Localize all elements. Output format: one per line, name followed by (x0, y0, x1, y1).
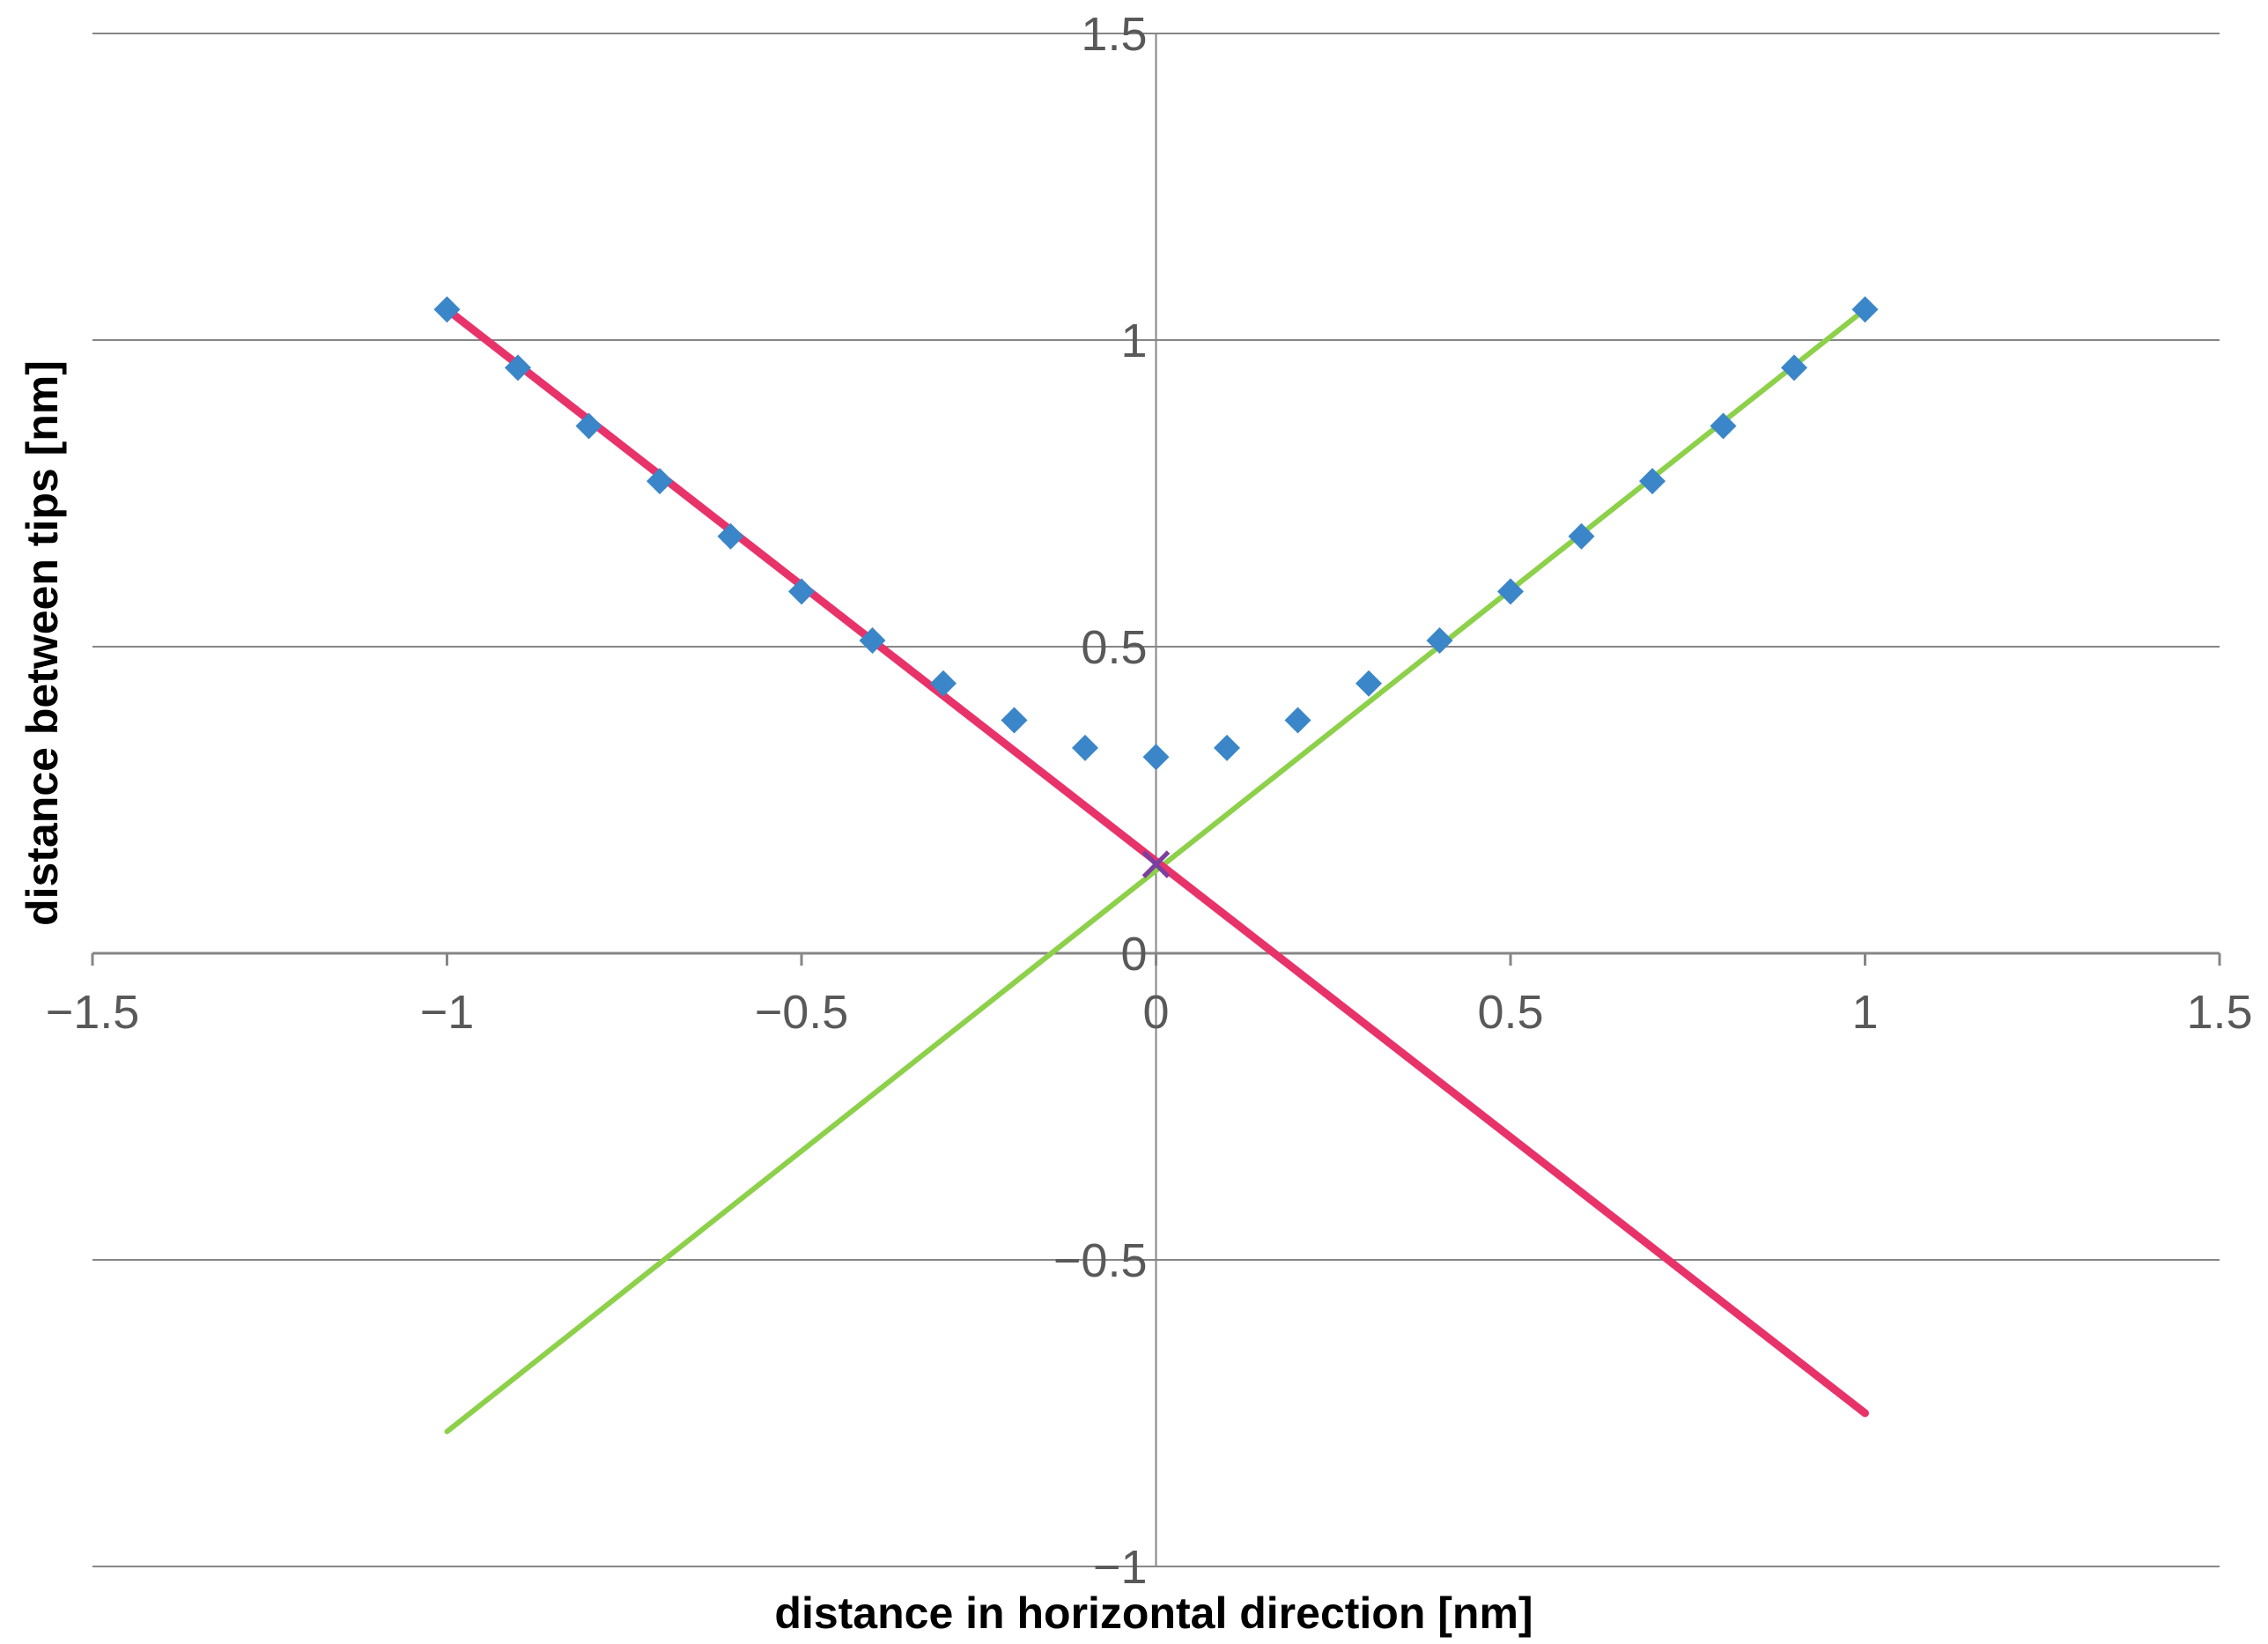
data-point (1568, 522, 1595, 550)
y-tick-label: 1.5 (1081, 8, 1147, 61)
intersection-marker (1141, 850, 1171, 878)
y-axis-title: distance between tips [nm] (18, 360, 67, 926)
x-tick-label: −0.5 (755, 986, 849, 1039)
data-point (859, 627, 886, 655)
data-point (1356, 670, 1382, 697)
data-point (1497, 578, 1524, 605)
data-point (1142, 744, 1170, 771)
y-tick-label: 1 (1120, 315, 1147, 367)
x-axis-title: distance in horizontal direction [nm] (774, 1588, 1533, 1638)
x-tick-label: 1.5 (2186, 986, 2252, 1039)
x-tick-label: 1 (1851, 986, 1878, 1039)
axes (91, 33, 2221, 1566)
y-tick-label: −1 (1093, 1541, 1148, 1594)
data-point (505, 354, 531, 381)
data-point (1001, 707, 1028, 734)
x-tick-label: −1 (420, 986, 475, 1039)
data-point (788, 578, 815, 605)
data-point (1851, 296, 1879, 323)
plot-area (433, 296, 1879, 1434)
data-point (575, 412, 602, 440)
tick-labels: −1.5 −1 −0.5 0 0.5 1 1.5 1.5 1 0.5 0 −0.5 −1 (46, 8, 2253, 1594)
data-point (1639, 468, 1666, 495)
y-tick-label: 0 (1120, 928, 1147, 981)
data-point (1214, 734, 1240, 761)
x-tick-label: −1.5 (46, 986, 140, 1039)
data-point (646, 468, 673, 495)
data-point (930, 670, 957, 697)
data-point (1781, 354, 1807, 381)
x-tick-label: 0 (1142, 986, 1169, 1039)
data-point (1284, 707, 1311, 734)
data-point (717, 522, 744, 550)
x-tick-label: 0.5 (1477, 986, 1543, 1039)
series-line (444, 307, 1868, 1434)
y-tick-label: −0.5 (1053, 1234, 1148, 1287)
data-point (433, 296, 461, 323)
data-point (1426, 627, 1453, 655)
data-point (1710, 412, 1737, 440)
y-tick-label: 0.5 (1081, 621, 1147, 674)
data-point (1072, 734, 1098, 761)
